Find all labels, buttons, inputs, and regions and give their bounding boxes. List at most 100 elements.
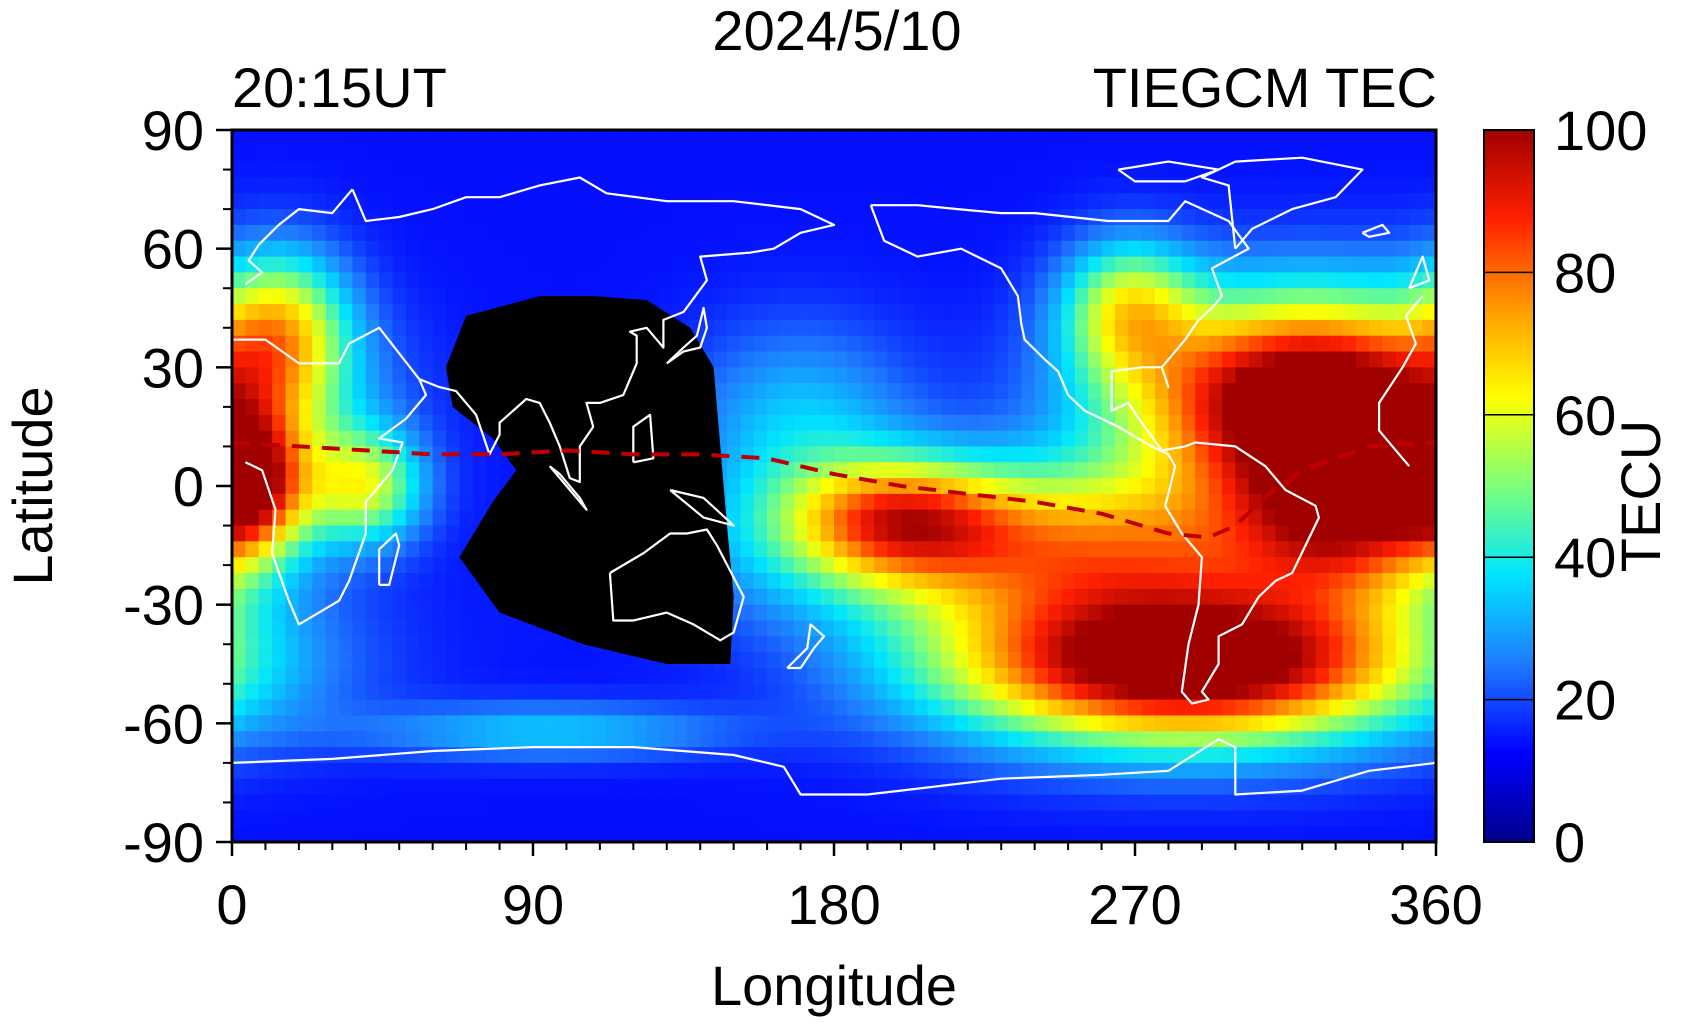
- heatmap-cell: [1355, 272, 1370, 289]
- heatmap-cell: [834, 683, 848, 701]
- heatmap-cell: [847, 557, 862, 574]
- heatmap-cell: [1007, 699, 1022, 717]
- heatmap-cell: [526, 256, 541, 273]
- heatmap-cell: [392, 130, 407, 147]
- heatmap-cell: [539, 731, 554, 748]
- heatmap-cell: [1114, 778, 1129, 796]
- heatmap-cell: [1288, 699, 1303, 717]
- heatmap-cell: [700, 130, 715, 147]
- heatmap-cell: [1208, 604, 1223, 622]
- heatmap-cell: [1395, 446, 1410, 463]
- heatmap-cell: [446, 414, 461, 432]
- heatmap-cell: [1262, 240, 1277, 258]
- heatmap-cell: [619, 778, 634, 796]
- heatmap-cell: [432, 145, 447, 163]
- heatmap-cell: [874, 573, 889, 590]
- heatmap-cell: [486, 272, 501, 289]
- heatmap-cell: [1155, 636, 1170, 653]
- heatmap-cell: [1262, 430, 1277, 448]
- heatmap-cell: [1168, 588, 1183, 606]
- heatmap-cell: [941, 383, 955, 400]
- heatmap-cell: [753, 747, 768, 764]
- heatmap-cell: [1288, 367, 1303, 384]
- heatmap-cell: [365, 762, 380, 780]
- heatmap-cell: [1395, 478, 1410, 495]
- heatmap-cell: [365, 699, 380, 717]
- heatmap-cell: [1395, 699, 1410, 717]
- heatmap-cell: [686, 762, 701, 780]
- heatmap-cell: [419, 747, 434, 764]
- heatmap-cell: [405, 810, 420, 827]
- heatmap-cell: [981, 604, 996, 622]
- heatmap-cell: [553, 794, 568, 811]
- heatmap-cell: [232, 462, 246, 479]
- heatmap-cell: [1248, 256, 1263, 273]
- heatmap-cell: [619, 762, 634, 780]
- heatmap-cell: [379, 636, 394, 653]
- heatmap-cell: [967, 256, 982, 273]
- heatmap-cell: [419, 509, 434, 527]
- heatmap-cell: [232, 272, 246, 289]
- heatmap-cell: [379, 826, 394, 842]
- heatmap-cell: [633, 145, 648, 163]
- heatmap-cell: [1302, 430, 1317, 448]
- heatmap-cell: [1034, 573, 1049, 590]
- heatmap-cell: [325, 778, 340, 796]
- heatmap-cell: [740, 398, 755, 416]
- heatmap-cell: [1074, 747, 1089, 764]
- heatmap-cell: [1235, 588, 1250, 606]
- heatmap-cell: [1074, 604, 1089, 622]
- heatmap-cell: [312, 715, 327, 732]
- heatmap-cell: [272, 383, 287, 400]
- heatmap-cell: [1248, 588, 1263, 606]
- heatmap-cell: [298, 826, 313, 842]
- heatmap-cell: [994, 367, 1009, 384]
- heatmap-cell: [673, 177, 688, 194]
- heatmap-cell: [1021, 588, 1036, 606]
- heatmap-cell: [459, 683, 474, 701]
- heatmap-cell: [847, 762, 862, 780]
- heatmap-cell: [272, 604, 287, 622]
- heatmap-cell: [981, 414, 996, 432]
- heatmap-cell: [1208, 224, 1223, 242]
- heatmap-cell: [1034, 652, 1049, 669]
- heatmap-cell: [1195, 224, 1210, 242]
- heatmap-cell: [1342, 652, 1357, 669]
- heatmap-cell: [740, 667, 755, 685]
- heatmap-cell: [1048, 778, 1063, 796]
- heatmap-cell: [298, 304, 313, 321]
- heatmap-cell: [1007, 731, 1022, 748]
- heatmap-cell: [941, 667, 955, 685]
- heatmap-cell: [1034, 177, 1049, 194]
- heatmap-cell: [258, 604, 273, 622]
- heatmap-cell: [1342, 288, 1357, 305]
- heatmap-cell: [379, 383, 394, 400]
- heatmap-cell: [994, 177, 1009, 194]
- heatmap-cell: [700, 145, 715, 163]
- heatmap-cell: [232, 351, 246, 368]
- heatmap-cell: [834, 209, 848, 226]
- heatmap-cell: [941, 683, 955, 701]
- heatmap-cell: [1302, 588, 1317, 606]
- heatmap-cell: [419, 557, 434, 574]
- heatmap-cell: [512, 778, 527, 796]
- heatmap-cell: [793, 209, 808, 226]
- heatmap-cell: [1315, 383, 1330, 400]
- heatmap-cell: [646, 747, 661, 764]
- heatmap-cell: [365, 272, 380, 289]
- heatmap-cell: [606, 240, 621, 258]
- heatmap-cell: [446, 715, 461, 732]
- heatmap-cell: [847, 715, 862, 732]
- night-mask: [446, 296, 734, 664]
- heatmap-cell: [593, 683, 608, 701]
- heatmap-cell: [232, 778, 246, 796]
- heatmap-cell: [1088, 715, 1103, 732]
- heatmap-cell: [700, 240, 715, 258]
- heatmap-cell: [673, 810, 688, 827]
- heatmap-cell: [339, 398, 353, 416]
- heatmap-cell: [1208, 493, 1223, 511]
- heatmap-cell: [245, 731, 260, 748]
- heatmap-cell: [1275, 304, 1290, 321]
- heatmap-cell: [941, 304, 955, 321]
- heatmap-cell: [579, 161, 594, 179]
